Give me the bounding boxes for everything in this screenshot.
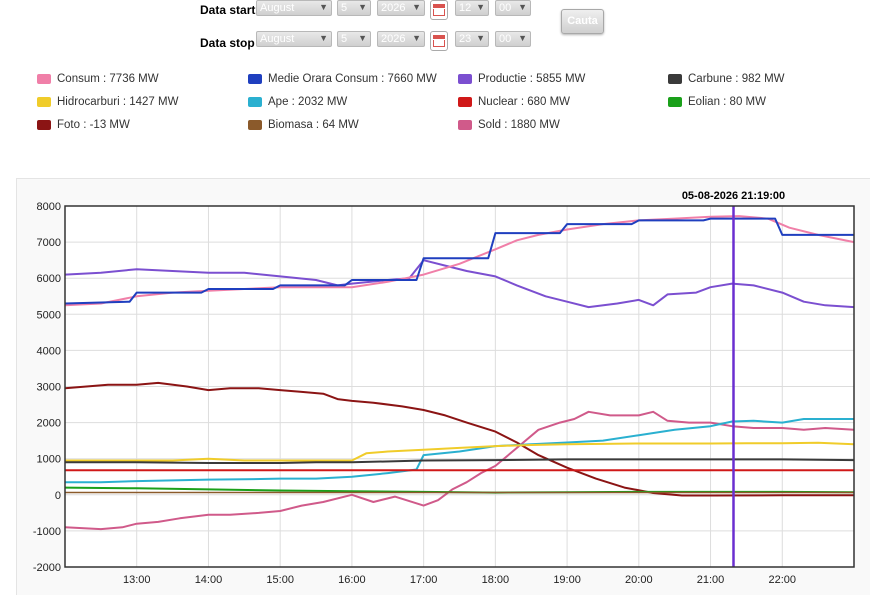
y-tick-label: 8000 xyxy=(37,201,61,213)
series-line xyxy=(64,215,855,307)
legend-label: Eolian : 80 MW xyxy=(688,96,766,108)
legend-item[interactable]: Consum : 7736 MW xyxy=(37,72,159,86)
y-tick-label: 0 xyxy=(55,490,61,502)
y-tick-label: 1000 xyxy=(37,454,61,466)
legend-item[interactable]: Medie Orara Consum : 7660 MW xyxy=(248,72,437,86)
legend-label: Carbune : 982 MW xyxy=(688,73,785,85)
search-button[interactable]: Cauta xyxy=(561,9,604,34)
legend-label: Biomasa : 64 MW xyxy=(268,119,359,131)
legend-swatch xyxy=(248,74,262,84)
legend-label: Hidrocarburi : 1427 MW xyxy=(57,96,179,108)
chevron-down-icon: ▼ xyxy=(319,33,328,43)
x-tick-label: 16:00 xyxy=(338,574,366,586)
series-line xyxy=(64,217,854,305)
chevron-down-icon: ▼ xyxy=(476,33,485,43)
start-minute-select[interactable]: 00 ▼ xyxy=(495,0,531,16)
legend-label: Ape : 2032 MW xyxy=(268,96,348,108)
calendar-icon[interactable] xyxy=(430,0,448,20)
chart-panel: -2000 -1000 0 1000 2000 3000 4000 5000 6000 7000 8… xyxy=(16,178,870,595)
legend-label: Foto : -13 MW xyxy=(57,119,130,131)
y-tick-label: 3000 xyxy=(37,382,61,394)
series-line xyxy=(65,418,854,484)
series-line xyxy=(64,381,855,497)
legend-item[interactable]: Eolian : 80 MW xyxy=(668,95,766,109)
x-tick-label: 13:00 xyxy=(123,574,151,586)
x-tick-label: 19:00 xyxy=(553,574,581,586)
legend-item[interactable]: Biomasa : 64 MW xyxy=(248,118,359,132)
x-tick-label: 14:00 xyxy=(195,574,223,586)
start-year-select[interactable]: 2026 ▼ xyxy=(377,0,425,16)
legend-swatch xyxy=(37,120,51,130)
legend-item[interactable]: Hidrocarburi : 1427 MW xyxy=(37,95,178,109)
x-tick-label: 20:00 xyxy=(625,574,653,586)
legend-label: Productie : 5855 MW xyxy=(478,73,586,85)
chevron-down-icon: ▼ xyxy=(518,33,527,43)
y-tick-label: -2000 xyxy=(33,562,61,574)
start-label: Data start xyxy=(200,3,256,17)
stop-year-select[interactable]: 2026 ▼ xyxy=(377,31,425,47)
y-tick-label: 6000 xyxy=(37,273,61,285)
chevron-down-icon: ▼ xyxy=(358,33,367,43)
y-tick-label: 2000 xyxy=(37,418,61,430)
legend-swatch xyxy=(668,74,682,84)
calendar-icon[interactable] xyxy=(430,31,448,51)
stop-minute-select[interactable]: 00 ▼ xyxy=(495,31,531,47)
legend-item[interactable]: Sold : 1880 MW xyxy=(458,118,560,132)
legend-swatch xyxy=(458,120,472,130)
legend-label: Consum : 7736 MW xyxy=(57,73,159,85)
legend-item[interactable]: Productie : 5855 MW xyxy=(458,72,585,86)
stop-hour-select[interactable]: 23 ▼ xyxy=(455,31,489,47)
stop-month-select[interactable]: August ▼ xyxy=(256,31,332,47)
legend-label: Nuclear : 680 MW xyxy=(478,96,571,108)
series-line xyxy=(65,458,855,464)
legend-swatch xyxy=(248,97,262,107)
legend-swatch xyxy=(248,120,262,130)
start-month-select[interactable]: August ▼ xyxy=(256,0,332,16)
legend-swatch xyxy=(458,97,472,107)
start-day-select[interactable]: 5 ▼ xyxy=(337,0,371,16)
legend-item[interactable]: Nuclear : 680 MW xyxy=(458,95,570,109)
chevron-down-icon: ▼ xyxy=(518,2,527,12)
chevron-down-icon: ▼ xyxy=(476,2,485,12)
chevron-down-icon: ▼ xyxy=(358,2,367,12)
legend-item[interactable]: Carbune : 982 MW xyxy=(668,72,785,86)
legend-swatch xyxy=(668,97,682,107)
legend-swatch xyxy=(37,74,51,84)
legend-swatch xyxy=(37,97,51,107)
legend-item[interactable]: Foto : -13 MW xyxy=(37,118,130,132)
stop-day-select[interactable]: 5 ▼ xyxy=(337,31,371,47)
stop-label: Data stop xyxy=(200,36,255,50)
legend-label: Sold : 1880 MW xyxy=(478,119,560,131)
y-tick-label: 5000 xyxy=(37,309,61,321)
legend-item[interactable]: Ape : 2032 MW xyxy=(248,95,347,109)
legend-label: Medie Orara Consum : 7660 MW xyxy=(268,73,437,85)
chevron-down-icon: ▼ xyxy=(412,33,421,43)
x-tick-label: 21:00 xyxy=(697,574,725,586)
x-tick-label: 17:00 xyxy=(410,574,438,586)
legend-swatch xyxy=(458,74,472,84)
x-tick-label: 15:00 xyxy=(266,574,294,586)
y-tick-label: -1000 xyxy=(33,526,61,538)
series-line xyxy=(64,410,855,531)
chevron-down-icon: ▼ xyxy=(412,2,421,12)
line-chart[interactable]: -2000 -1000 0 1000 2000 3000 4000 5000 6000 7000 8… xyxy=(17,179,870,596)
cursor-label: 05-08-2026 21:19:00 xyxy=(682,190,785,202)
series-line xyxy=(64,259,855,309)
x-tick-label: 22:00 xyxy=(769,574,797,586)
series-line xyxy=(65,441,855,462)
plot-border xyxy=(64,205,855,568)
chevron-down-icon: ▼ xyxy=(319,2,328,12)
start-hour-select[interactable]: 12 ▼ xyxy=(455,0,489,16)
y-tick-label: 4000 xyxy=(37,345,61,357)
y-tick-label: 7000 xyxy=(37,237,61,249)
x-tick-label: 18:00 xyxy=(482,574,510,586)
